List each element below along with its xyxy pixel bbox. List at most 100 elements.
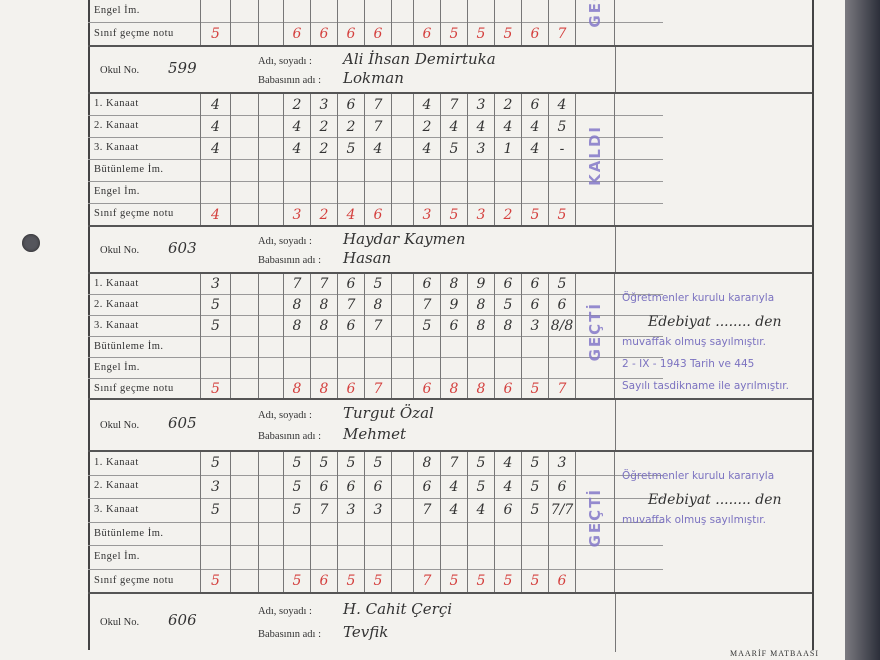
- row-divider: [88, 181, 663, 182]
- grade-cell: 7: [440, 452, 467, 476]
- grade-cell: [440, 546, 467, 570]
- grade-cell: 5: [548, 274, 575, 295]
- grade-cell: 6: [337, 94, 364, 116]
- grade-cell: [283, 160, 310, 182]
- grade-cell: 4: [413, 94, 440, 116]
- grade-cell: [258, 522, 283, 547]
- grade-cell: 4: [521, 116, 548, 138]
- grade-cell: [391, 295, 413, 316]
- grade-cell: [337, 546, 364, 570]
- grade-cell: 2: [310, 204, 337, 226]
- grade-cell: 4: [494, 475, 521, 500]
- grade-cell: [391, 316, 413, 337]
- printer-mark: MAARİF MATBAASI: [730, 649, 820, 658]
- grade-cell: 4: [548, 94, 575, 116]
- row-label: 1. Kanaat: [94, 456, 139, 468]
- grade-cell: 7: [337, 295, 364, 316]
- grade-cell: [413, 522, 440, 547]
- grade-cell: [391, 94, 413, 116]
- grade-cell: 4: [200, 116, 230, 138]
- remark-line: Öğretmenler kurulu kararıyla: [622, 292, 775, 304]
- grade-cell: 4: [283, 138, 310, 160]
- grade-cell: 6: [548, 570, 575, 594]
- grade-cell: [521, 337, 548, 358]
- grade-cell: [364, 358, 391, 379]
- okul-no-value: 606: [168, 611, 197, 629]
- result-stamp: GEÇ: [586, 0, 604, 28]
- grade-cell: [391, 475, 413, 500]
- grade-cell: 4: [200, 94, 230, 116]
- ledger-frame: [88, 0, 814, 650]
- name-label: Adı, soyadı :: [258, 605, 312, 617]
- grade-cell: 2: [310, 138, 337, 160]
- grade-cell: [548, 358, 575, 379]
- grade-cell: 2: [283, 94, 310, 116]
- grade-cell: [258, 546, 283, 570]
- grade-cell: [258, 94, 283, 116]
- grade-cell: 7: [364, 379, 391, 400]
- grade-cell: [521, 160, 548, 182]
- grade-cell: [413, 160, 440, 182]
- grade-cell: [391, 452, 413, 476]
- grade-cell: [230, 116, 258, 138]
- grade-cell: 5: [337, 138, 364, 160]
- grade-cell: [364, 0, 391, 23]
- grade-cell: 6: [310, 475, 337, 500]
- grade-cell: 3: [337, 499, 364, 523]
- grade-cell: [200, 546, 230, 570]
- row-label: Engel İm.: [94, 551, 140, 563]
- grade-cell: 8: [283, 316, 310, 337]
- father-name: Lokman: [343, 69, 404, 88]
- result-stamp: GEÇTİ: [586, 302, 604, 362]
- grade-cell: 7: [413, 295, 440, 316]
- grade-cell: [364, 160, 391, 182]
- divider: [615, 47, 616, 94]
- grade-cell: [310, 337, 337, 358]
- grade-cell: 7: [548, 379, 575, 400]
- grade-cell: 3: [548, 452, 575, 476]
- grade-cell: 5: [200, 316, 230, 337]
- grade-cell: 6: [337, 23, 364, 46]
- grade-cell: 7: [364, 116, 391, 138]
- grade-cell: [467, 0, 494, 23]
- row-divider: [88, 357, 663, 358]
- grade-cell: [391, 23, 413, 46]
- grade-cell: [494, 0, 521, 23]
- grade-cell: 6: [521, 295, 548, 316]
- grade-cell: 9: [467, 274, 494, 295]
- grade-cell: [391, 204, 413, 226]
- row-divider: [88, 137, 663, 138]
- grade-cell: [521, 182, 548, 204]
- grade-cell: 4: [521, 138, 548, 160]
- stamp-column: [575, 452, 615, 594]
- grade-cell: 7: [310, 274, 337, 295]
- grade-cell: [521, 358, 548, 379]
- grade-cell: [310, 160, 337, 182]
- grade-cell: 6: [413, 274, 440, 295]
- grade-cell: [200, 160, 230, 182]
- grade-cell: [494, 522, 521, 547]
- grade-cell: 7: [310, 499, 337, 523]
- row-label: Sınıf geçme notu: [94, 27, 174, 39]
- okul-no-label: Okul No.: [100, 64, 140, 76]
- ledger-page: [0, 0, 845, 660]
- grade-cell: 5: [283, 452, 310, 476]
- stamp-column: [575, 0, 615, 46]
- grade-cell: 8: [440, 379, 467, 400]
- grade-cell: 8: [467, 316, 494, 337]
- grade-cell: [440, 160, 467, 182]
- row-label: Engel İm.: [94, 361, 140, 373]
- father-label: Babasının adı :: [258, 255, 321, 267]
- grade-cell: 8: [283, 295, 310, 316]
- grade-block: 1. Kanaat 5 5 5 5 5 8 7 5 4 5 3 2. Kanaat 3 5 6 6 6 6 4 5 4 5 6…: [88, 450, 812, 594]
- grade-cell: [230, 0, 258, 23]
- grade-cell: [494, 160, 521, 182]
- grade-cell: 6: [413, 475, 440, 500]
- grade-cell: 5: [467, 475, 494, 500]
- grade-cell: [521, 522, 548, 547]
- grade-cell: 5: [521, 452, 548, 476]
- row-label: Sınıf geçme notu: [94, 574, 174, 586]
- grade-block: 1. Kanaat 3 7 7 6 5 6 8 9 6 6 5 2. Kanaat 5 8 8 7 8 7 9 8 5 6 6…: [88, 272, 812, 400]
- grade-cell: [548, 337, 575, 358]
- row-label: 1. Kanaat: [94, 277, 139, 289]
